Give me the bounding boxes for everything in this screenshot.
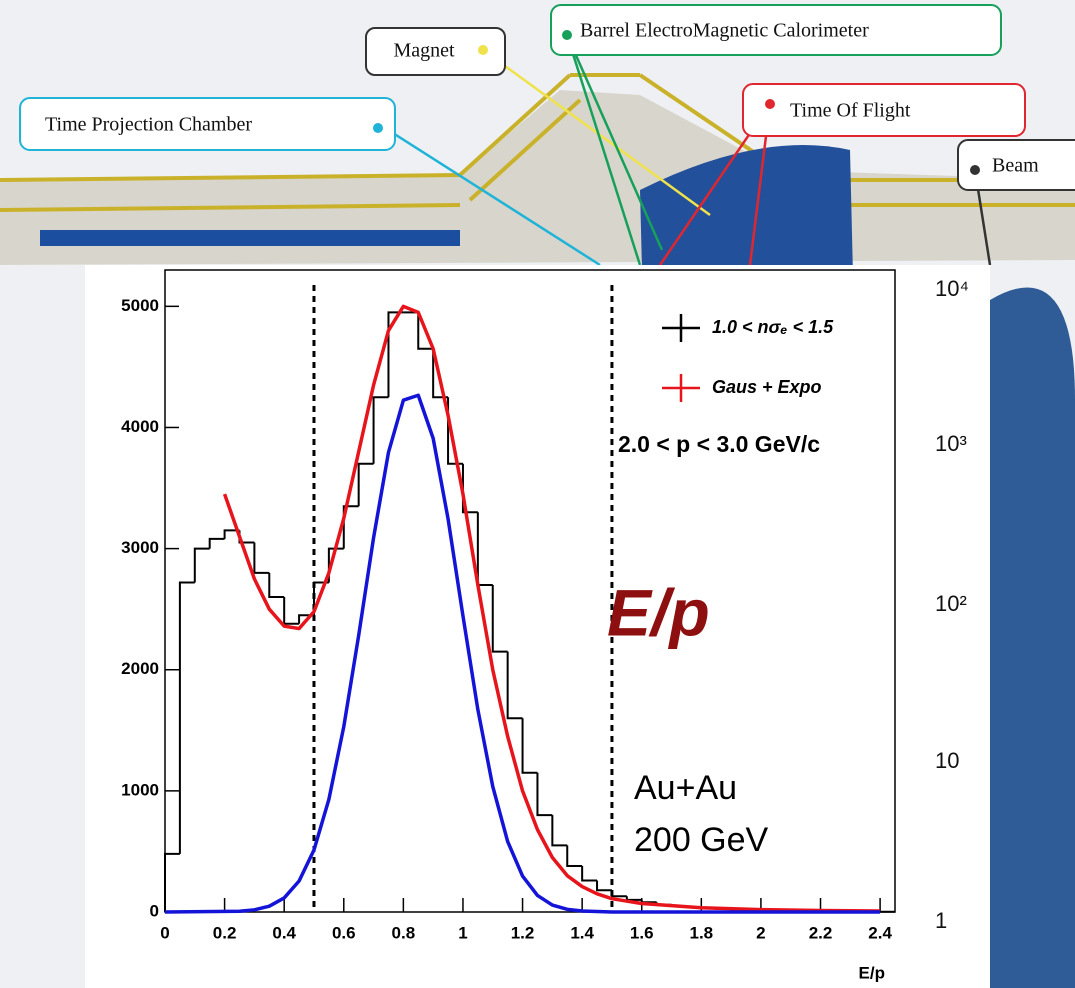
histogram-bin — [208, 537, 225, 549]
histogram-bin — [178, 581, 195, 854]
fit-line — [164, 393, 881, 914]
label-box — [19, 97, 396, 151]
label-dot — [373, 123, 383, 133]
annotation: E/p — [607, 575, 710, 649]
legend-marker — [662, 314, 700, 342]
fit-line — [222, 304, 881, 913]
detector-label: Beam — [992, 155, 1039, 177]
x-tick-label: 0 — [160, 923, 169, 942]
annotation: 200 GeV — [634, 821, 769, 859]
y-tick-label: 0 — [150, 901, 159, 920]
detector-label: Time Of Flight — [790, 100, 911, 122]
label-box — [742, 83, 1026, 137]
x-tick-label: 1 — [458, 923, 467, 942]
histogram-bin — [193, 547, 210, 583]
background-tick-label: 10² — [935, 591, 967, 616]
y-tick-label: 4000 — [121, 417, 159, 436]
histogram-bin — [223, 529, 240, 539]
x-tick-label: 0.2 — [213, 923, 237, 942]
label-box — [365, 27, 506, 76]
x-tick-label: 1.2 — [511, 923, 535, 942]
histogram-bin — [417, 312, 434, 350]
x-tick-label: 2.2 — [809, 923, 833, 942]
x-tick-label: 2 — [756, 923, 765, 942]
legend-label: 1.0 < nσₑ < 1.5 — [712, 317, 834, 337]
y-tick-label: 1000 — [121, 780, 159, 799]
chart-panel — [85, 265, 990, 988]
histogram-bin — [581, 865, 598, 882]
legend-label: Gaus + Expo — [712, 377, 822, 397]
x-tick-label: 1.6 — [630, 923, 654, 942]
endcap — [990, 287, 1075, 988]
histogram-bin — [596, 880, 612, 892]
histogram-bin — [506, 651, 523, 720]
plot: 0 1000 2000 3000 4000 5000 0 0.2 0.4 0.6 0.8 1 1.2 1.… — [121, 269, 896, 982]
histogram-bin — [491, 584, 508, 653]
connectors — [384, 34, 992, 267]
histogram-bin — [521, 718, 538, 774]
x-tick-label: 2.4 — [868, 923, 892, 942]
y-tick-label: 2000 — [121, 659, 159, 678]
histogram-bin — [372, 396, 389, 464]
detector-label: Barrel ElectroMagnetic Calorimeter — [580, 20, 869, 42]
background-tick-label: 10⁴ — [935, 276, 969, 301]
x-tick-label: 0.4 — [272, 923, 296, 942]
detector-label: Magnet — [393, 40, 455, 62]
detector-label: Time Projection Chamber — [45, 114, 252, 136]
y-tick-label: 5000 — [121, 296, 159, 315]
label-box — [957, 139, 1075, 191]
legend-marker — [662, 374, 700, 402]
histogram-bin — [461, 463, 478, 514]
x-tick-label: 1.4 — [570, 923, 594, 942]
x-tick-label: 0.8 — [392, 923, 416, 942]
histogram-bin — [253, 542, 270, 574]
background-tick-label: 1 — [935, 908, 947, 933]
annotation: 2.0 < p < 3.0 GeV/c — [618, 431, 820, 457]
background-tick-label: 10 — [935, 748, 959, 773]
label-dot — [970, 165, 980, 175]
histogram-bin — [357, 462, 374, 507]
x-tick-label: 0.6 — [332, 923, 356, 942]
label-box — [550, 4, 1002, 56]
histogram-bin — [342, 505, 359, 549]
label-dot — [562, 30, 572, 40]
histogram-bin — [551, 815, 568, 847]
background-tick-label: 10³ — [935, 431, 967, 456]
label-dot — [478, 45, 488, 55]
histogram-bin — [536, 772, 553, 817]
y-tick-label: 3000 — [121, 538, 159, 557]
histogram-bin — [268, 572, 285, 599]
label-dot — [765, 99, 775, 109]
plot-frame — [164, 269, 896, 913]
annotation: Au+Au — [634, 769, 737, 807]
frame-beam — [40, 230, 460, 246]
histogram-bin — [164, 852, 180, 912]
histogram-bin — [566, 845, 583, 867]
background-axis: 10⁴ 10³ 10² 10 1 — [935, 276, 969, 933]
x-tick-label: 1.8 — [690, 923, 714, 942]
x-axis-label: E/p — [859, 963, 885, 982]
histogram-bin — [610, 890, 627, 898]
